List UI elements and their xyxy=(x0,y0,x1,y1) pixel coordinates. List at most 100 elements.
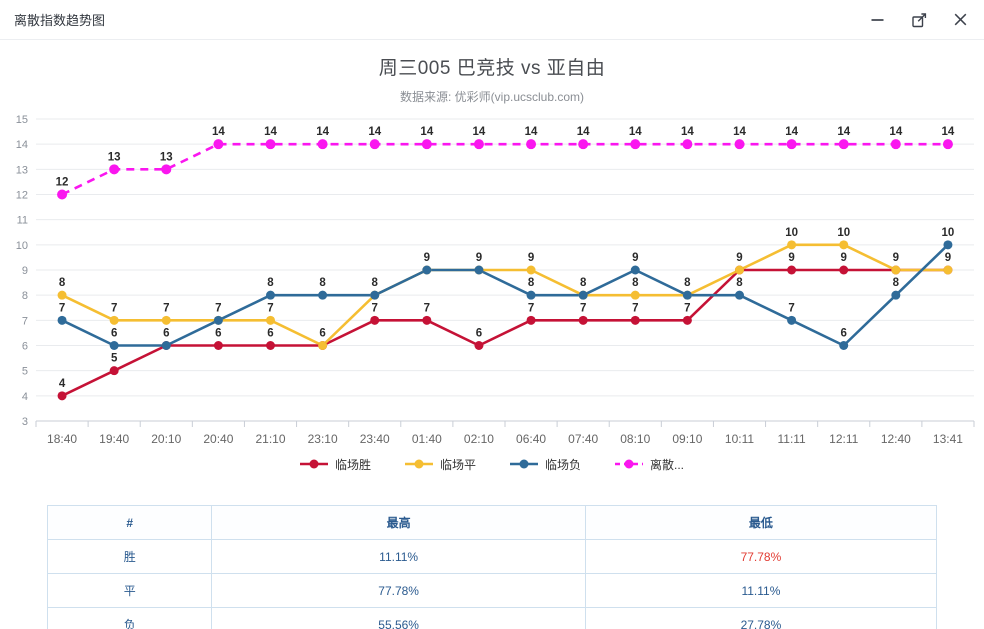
window-titlebar: 离散指数趋势图 xyxy=(0,0,984,40)
svg-text:08:10: 08:10 xyxy=(620,432,650,446)
svg-text:13: 13 xyxy=(108,151,121,163)
legend-marker-icon xyxy=(510,459,538,469)
svg-text:7: 7 xyxy=(59,302,65,314)
svg-text:9: 9 xyxy=(736,252,742,264)
table-header-cell: 最低 xyxy=(584,505,938,540)
svg-text:6: 6 xyxy=(215,328,221,340)
svg-text:01:40: 01:40 xyxy=(412,432,442,446)
svg-text:11: 11 xyxy=(17,215,28,227)
svg-text:8: 8 xyxy=(893,277,900,289)
svg-text:14: 14 xyxy=(420,126,433,138)
svg-text:13: 13 xyxy=(16,164,28,176)
svg-text:9: 9 xyxy=(632,252,638,264)
svg-text:8: 8 xyxy=(319,277,326,289)
low-value-cell: 27.78% xyxy=(584,607,938,629)
svg-text:09:10: 09:10 xyxy=(672,432,702,446)
svg-text:7: 7 xyxy=(424,302,430,314)
maximize-icon xyxy=(912,12,927,27)
row-label-cell: 负 xyxy=(46,607,213,629)
chart-title: 周三005 巴竞技 vs 亚自由 xyxy=(378,58,606,79)
svg-text:07:40: 07:40 xyxy=(568,432,598,446)
svg-text:12:11: 12:11 xyxy=(829,432,858,446)
svg-text:12: 12 xyxy=(56,177,69,189)
svg-text:14: 14 xyxy=(629,126,642,138)
svg-text:19:40: 19:40 xyxy=(99,432,129,446)
window-controls xyxy=(870,12,968,28)
svg-text:6: 6 xyxy=(111,328,117,340)
legend-marker-icon xyxy=(299,459,328,469)
svg-text:8: 8 xyxy=(372,277,379,289)
legend-marker-icon xyxy=(615,459,644,469)
table-row: 平 77.78% 11.11% xyxy=(46,573,938,608)
svg-text:20:40: 20:40 xyxy=(203,432,233,446)
close-icon xyxy=(954,13,967,26)
chart-subtitle: 数据来源: 优彩师(vip.ucsclub.com) xyxy=(399,90,585,104)
svg-text:9: 9 xyxy=(893,252,899,264)
svg-text:8: 8 xyxy=(528,277,535,289)
svg-text:9: 9 xyxy=(424,252,430,264)
minimize-icon xyxy=(871,19,884,21)
svg-text:10: 10 xyxy=(785,227,798,239)
svg-text:7: 7 xyxy=(580,302,586,314)
legend-label: 临场平 xyxy=(439,457,476,472)
table-header-cell: 最高 xyxy=(211,505,586,540)
svg-text:18:40: 18:40 xyxy=(47,432,77,446)
legend-label: 离散... xyxy=(650,457,685,472)
svg-text:9: 9 xyxy=(22,265,28,277)
svg-text:21:10: 21:10 xyxy=(255,432,285,446)
svg-text:14: 14 xyxy=(889,126,902,138)
svg-text:7: 7 xyxy=(163,302,169,314)
svg-text:6: 6 xyxy=(476,328,482,340)
svg-text:10: 10 xyxy=(16,240,28,252)
svg-text:23:40: 23:40 xyxy=(360,432,390,446)
legend-item-3[interactable]: 离散... xyxy=(615,456,684,473)
svg-text:9: 9 xyxy=(945,252,951,264)
svg-text:9: 9 xyxy=(528,252,534,264)
svg-text:8: 8 xyxy=(684,277,691,289)
svg-text:8: 8 xyxy=(632,277,639,289)
svg-text:14: 14 xyxy=(785,126,798,138)
row-label-cell: 胜 xyxy=(46,539,213,574)
svg-text:5: 5 xyxy=(22,366,28,378)
svg-text:14: 14 xyxy=(577,126,590,138)
svg-text:06:40: 06:40 xyxy=(516,432,546,446)
svg-text:4: 4 xyxy=(59,378,66,390)
svg-text:7: 7 xyxy=(22,315,28,327)
legend-item-1[interactable]: 临场平 xyxy=(404,456,476,473)
svg-text:14: 14 xyxy=(942,126,955,138)
svg-text:11:11: 11:11 xyxy=(777,432,806,446)
svg-text:20:10: 20:10 xyxy=(151,432,181,446)
table-row: 胜 11.11% 77.78% xyxy=(46,539,938,574)
svg-text:6: 6 xyxy=(319,328,325,340)
svg-text:4: 4 xyxy=(22,391,28,403)
legend-item-0[interactable]: 临场胜 xyxy=(299,456,371,473)
svg-text:13: 13 xyxy=(160,151,173,163)
table-header-cell: # xyxy=(46,505,213,540)
svg-text:9: 9 xyxy=(476,252,482,264)
svg-text:23:10: 23:10 xyxy=(308,432,338,446)
svg-text:7: 7 xyxy=(632,302,638,314)
chart-header: 周三005 巴竞技 vs 亚自由 数据来源: 优彩师(vip.ucsclub.c… xyxy=(0,53,984,105)
svg-text:7: 7 xyxy=(684,302,690,314)
svg-text:8: 8 xyxy=(22,290,28,302)
svg-text:6: 6 xyxy=(267,328,273,340)
close-button[interactable] xyxy=(953,12,968,27)
svg-text:14: 14 xyxy=(681,126,694,138)
svg-text:10:11: 10:11 xyxy=(725,432,754,446)
legend-item-2[interactable]: 临场负 xyxy=(510,456,581,473)
svg-text:5: 5 xyxy=(111,353,118,365)
svg-text:15: 15 xyxy=(16,114,28,126)
low-value-cell: 77.78% xyxy=(584,539,938,574)
trend-chart[interactable]: 3 4 5 6 7 8 9 10 11 12 13 14 15 18:40 19:40 20:10 20:40 2… xyxy=(0,109,984,451)
svg-text:6: 6 xyxy=(22,341,28,353)
high-value-cell: 11.11% xyxy=(211,539,586,574)
maximize-button[interactable] xyxy=(911,12,927,28)
svg-text:14: 14 xyxy=(525,126,538,138)
minimize-button[interactable] xyxy=(870,12,885,27)
svg-text:6: 6 xyxy=(841,328,847,340)
svg-text:14: 14 xyxy=(316,126,329,138)
svg-text:02:10: 02:10 xyxy=(464,432,494,446)
stats-table-body: 胜 11.11% 77.78% 平 77.78% 11.11% 负 55.56% 27.78% xyxy=(46,539,938,629)
svg-text:8: 8 xyxy=(580,277,587,289)
svg-text:7: 7 xyxy=(788,302,794,314)
